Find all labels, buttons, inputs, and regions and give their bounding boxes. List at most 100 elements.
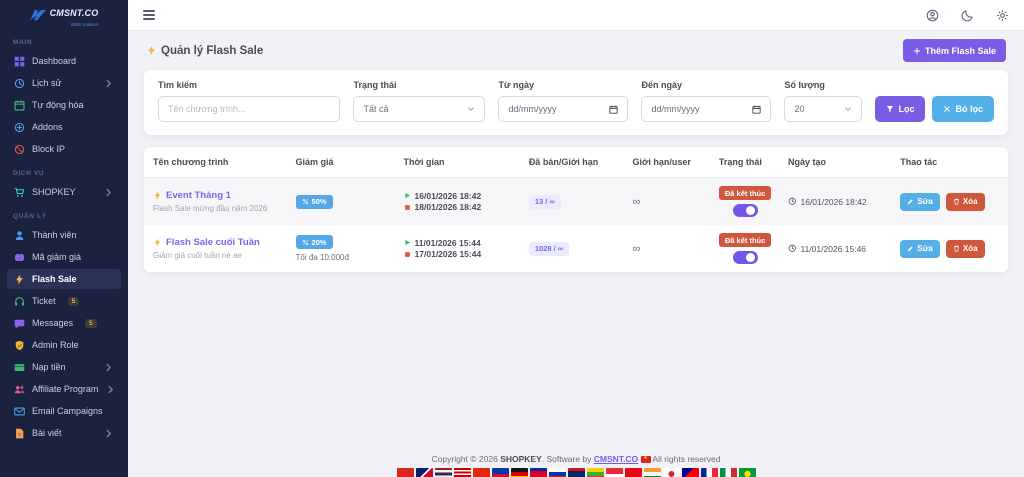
cell-sold: 13 / ∞	[520, 178, 624, 226]
cell-created: 11/01/2026 15:46	[779, 225, 891, 272]
cell-name: Flash Sale cuối Tuần Giảm giá cuối tuần n…	[144, 225, 287, 272]
status-toggle[interactable]	[732, 251, 758, 264]
flash-sale-description: Flash Sale mừng đầu năm 2026	[153, 204, 268, 213]
edit-label: Sửa	[917, 244, 933, 253]
main-area: Quản lý Flash Sale Thêm Flash Sale Tìm k…	[128, 0, 1024, 477]
app-logo[interactable]: CMSNT.CO WEB Solution	[0, 0, 128, 30]
flag-kh	[529, 468, 547, 477]
cell-discount: 20% Tối đa 10.000đ	[287, 225, 395, 272]
delete-button[interactable]: Xóa	[945, 192, 985, 211]
clock-icon	[14, 78, 25, 89]
language-flags-row	[144, 468, 1008, 477]
search-input[interactable]	[158, 96, 341, 122]
settings-gear-icon[interactable]	[996, 9, 1009, 22]
from-date-input[interactable]: dd/mm/yyyy	[498, 96, 629, 122]
discount-badge: 20%	[295, 235, 333, 249]
footer-brand: SHOPKEY	[500, 454, 542, 464]
sidebar-item-bai-viet[interactable]: Bài viết	[7, 423, 121, 443]
delete-button[interactable]: Xóa	[945, 239, 985, 258]
clear-filter-button[interactable]: Bỏ lọc	[932, 96, 994, 122]
limit-select[interactable]: 20	[784, 96, 863, 122]
topbar-icons	[926, 9, 1009, 22]
flag-kr	[662, 468, 680, 477]
sidebar-item-label: SHOPKEY	[32, 187, 76, 197]
column-header: Giới hạn/user	[623, 147, 710, 178]
nav-section-label: DỊCH VỤ	[13, 170, 45, 177]
sidebar-item-label: Mã giảm giá	[32, 252, 82, 262]
sidebar-item-affiliate-program[interactable]: Affiliate Program	[7, 379, 121, 399]
chevron-down-icon	[467, 105, 475, 113]
column-header: Trạng thái	[709, 147, 779, 178]
headset-icon	[14, 296, 25, 307]
column-header: Thao tác	[891, 147, 1008, 178]
cmsnt-link[interactable]: CMSNT.CO	[593, 454, 639, 464]
calendar-icon	[609, 105, 618, 114]
sidebar-item-flash-sale[interactable]: Flash Sale	[7, 269, 121, 289]
table-row: Flash Sale cuối Tuần Giảm giá cuối tuần n…	[144, 225, 1008, 272]
sidebar-item-dashboard[interactable]: Dashboard	[7, 51, 121, 71]
sidebar-item-admin-role[interactable]: Admin Role	[7, 335, 121, 355]
flash-sale-name-link[interactable]: Event Tháng 1	[153, 190, 278, 201]
status-wrap: Đã kết thúc	[718, 186, 772, 217]
filter-card: Tìm kiếm Trạng thái Tất cả Từ ngày dd/mm…	[144, 70, 1008, 135]
sidebar-item-shopkey[interactable]: SHOPKEY	[7, 182, 121, 202]
cart-icon	[14, 187, 25, 198]
flag-de	[510, 468, 528, 477]
flag-cn	[472, 468, 490, 477]
sidebar-item-messages[interactable]: Messages 5	[7, 313, 121, 333]
sidebar-item-ticket[interactable]: Ticket 5	[7, 291, 121, 311]
to-date-input[interactable]: dd/mm/yyyy	[641, 96, 772, 122]
ticket-icon	[14, 252, 25, 263]
flash-sale-name-link[interactable]: Flash Sale cuối Tuần	[153, 237, 278, 248]
edit-label: Sửa	[917, 197, 933, 206]
sidebar-item-block-ip[interactable]: Block IP	[7, 139, 121, 159]
sidebar-item-lich-su[interactable]: Lịch sử	[7, 73, 121, 93]
cell-status: Đã kết thúc	[710, 178, 779, 226]
sidebar-item-label: Thành viên	[32, 230, 77, 240]
search-field: Tìm kiếm	[158, 80, 341, 122]
menu-icon[interactable]	[143, 10, 155, 20]
sidebar-item-label: Dashboard	[32, 56, 77, 66]
card-icon	[14, 362, 25, 373]
users-icon	[14, 384, 25, 395]
grid-icon	[14, 56, 25, 67]
dark-mode-moon-icon[interactable]	[961, 9, 974, 22]
flag-th	[434, 468, 452, 477]
plus-circle-icon	[14, 122, 25, 133]
sidebar-item-tu-ong-hoa[interactable]: Tự động hóa	[7, 95, 121, 115]
add-flash-sale-button[interactable]: Thêm Flash Sale	[902, 39, 1006, 62]
filter-actions: Lọc Bỏ lọc	[875, 96, 994, 122]
mail-icon	[14, 406, 25, 417]
sidebar-item-label: Addons	[32, 122, 63, 132]
sidebar-item-addons[interactable]: Addons	[7, 117, 121, 137]
status-select[interactable]: Tất cả	[353, 96, 486, 122]
sidebar-item-email-campaigns[interactable]: Email Campaigns	[7, 401, 121, 421]
brand-tagline: WEB Solution	[70, 22, 99, 27]
flag-vn	[396, 468, 414, 477]
cell-time: 11/01/2026 15:44 17/01/2026 15:44	[395, 225, 520, 272]
bolt-icon	[153, 238, 162, 247]
status-badge: Đã kết thúc	[718, 233, 772, 247]
sidebar-item-thanh-vien[interactable]: Thành viên	[7, 225, 121, 245]
status-toggle[interactable]	[732, 204, 758, 217]
limit-field: Số lượng 20	[784, 80, 863, 122]
bolt-icon	[14, 274, 25, 285]
filter-button[interactable]: Lọc	[875, 96, 926, 122]
flag-ph	[491, 468, 509, 477]
edit-button[interactable]: Sửa	[900, 192, 940, 211]
chevron-down-icon	[844, 105, 852, 113]
sidebar-item-nap-tien[interactable]: Nạp tiền	[7, 357, 121, 377]
discount-value: 50%	[311, 197, 327, 206]
user-account-icon[interactable]	[926, 9, 939, 22]
chevron-right-icon	[103, 78, 114, 89]
shield-icon	[14, 340, 25, 351]
sidebar-item-ma-giam-gia[interactable]: Mã giảm giá	[7, 247, 121, 267]
topbar	[128, 0, 1024, 30]
chevron-right-icon	[105, 384, 116, 395]
sidebar-badge: 5	[67, 296, 80, 306]
edit-button[interactable]: Sửa	[900, 239, 940, 258]
start-time-text: 16/01/2026 18:42	[414, 190, 482, 201]
play-icon	[404, 192, 411, 199]
cell-time: 16/01/2026 18:42 18/01/2026 18:42	[395, 178, 520, 226]
page-content: Quản lý Flash Sale Thêm Flash Sale Tìm k…	[128, 30, 1024, 477]
